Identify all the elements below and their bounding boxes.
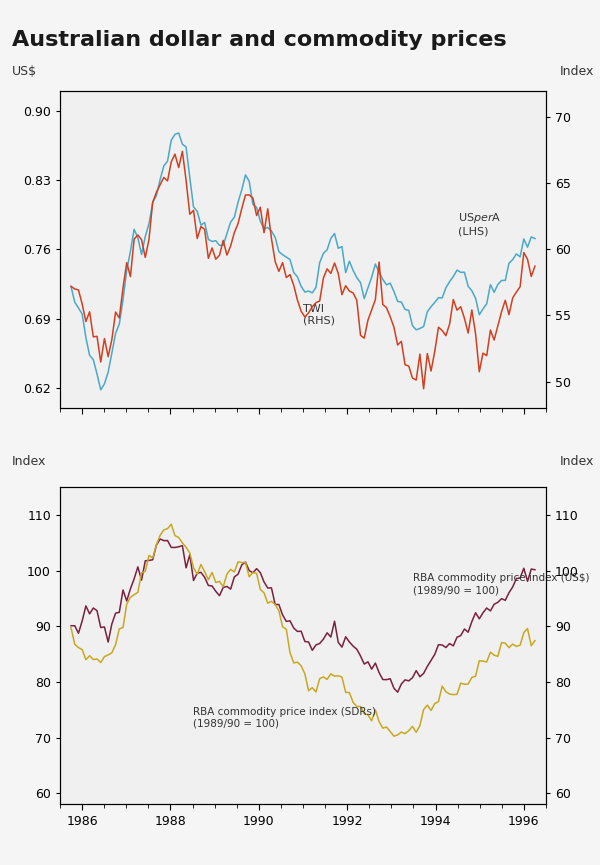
Text: RBA commodity price index (US$)
(1989/90 = 100): RBA commodity price index (US$) (1989/90…: [413, 573, 590, 595]
Text: RBA commodity price index (SDRs)
(1989/90 = 100): RBA commodity price index (SDRs) (1989/9…: [193, 707, 376, 728]
Text: US$ per $A
(LHS): US$ per $A (LHS): [458, 211, 501, 236]
Text: US$: US$: [11, 65, 37, 78]
Text: Index: Index: [560, 455, 595, 468]
Text: Index: Index: [560, 65, 595, 78]
Text: Index: Index: [11, 455, 46, 468]
Text: Australian dollar and commodity prices: Australian dollar and commodity prices: [12, 30, 506, 50]
Text: TWI
(RHS): TWI (RHS): [303, 304, 335, 326]
